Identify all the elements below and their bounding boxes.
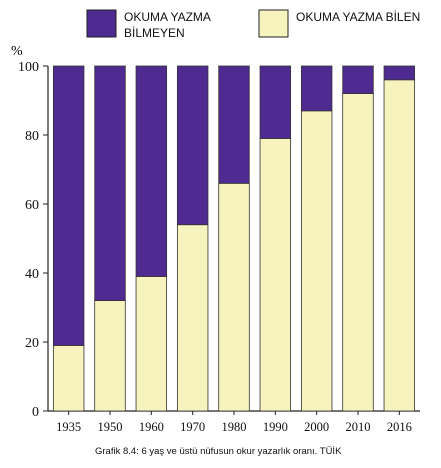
y-tick-label: 0 <box>32 405 39 420</box>
bar-segment-bilmeyen <box>94 65 126 302</box>
x-tick-label: 2000 <box>304 420 329 434</box>
legend-swatch-bilmeyen <box>86 9 117 38</box>
x-tick-label: 1950 <box>98 420 123 434</box>
y-tick-label: 100 <box>18 60 39 75</box>
bar-segment-bilen <box>176 224 209 412</box>
chart-caption: Grafik 8.4: 6 yaş ve üstü nüfusun okur y… <box>95 446 342 457</box>
bar-segment-bilen <box>342 93 374 412</box>
bar-segment-bilmeyen <box>300 65 333 112</box>
bar-segment-bilen <box>52 345 85 412</box>
bar-segment-bilen <box>259 138 292 412</box>
legend-swatch-bilen <box>258 9 289 38</box>
bar-segment-bilmeyen <box>383 65 416 81</box>
legend-label-bilmeyen-line1: OKUMA YAZMA <box>124 10 211 24</box>
legend-label-bilen: OKUMA YAZMA BİLEN <box>296 10 420 24</box>
x-tick-label: 1990 <box>263 420 288 434</box>
bar-segment-bilen <box>94 300 126 412</box>
legend: OKUMA YAZMA BİLMEYEN OKUMA YAZMA BİLEN <box>86 9 420 40</box>
bar-segment-bilen <box>383 79 416 412</box>
bar-segment-bilmeyen <box>342 65 374 95</box>
bar-segment-bilmeyen <box>259 65 292 139</box>
x-tick-label: 1960 <box>139 420 164 434</box>
bar-segment-bilen <box>135 276 168 412</box>
bar-segment-bilmeyen <box>52 65 85 346</box>
legend-label-bilmeyen-line2: BİLMEYEN <box>124 26 185 40</box>
y-tick-label: 40 <box>25 267 39 282</box>
x-tick-label: 1980 <box>222 420 247 434</box>
y-tick-label: 60 <box>25 198 39 213</box>
x-tick-label: 2010 <box>346 420 371 434</box>
y-axis-label: % <box>11 44 23 59</box>
plot-area: 0 20 40 60 80 100 1935 1950 1960 1970 1980 1990 2000… <box>18 60 420 434</box>
bar-segment-bilmeyen <box>218 65 250 184</box>
bar-segment-bilmeyen <box>176 65 209 226</box>
bar-segment-bilen <box>300 110 333 412</box>
x-tick-label: 2016 <box>387 420 412 434</box>
x-tick-label: 1970 <box>180 420 205 434</box>
y-tick-label: 80 <box>25 129 39 144</box>
bar-segment-bilen <box>218 182 250 412</box>
bar-segment-bilmeyen <box>135 65 168 277</box>
y-tick-label: 20 <box>25 336 39 351</box>
x-tick-label: 1935 <box>56 420 81 434</box>
